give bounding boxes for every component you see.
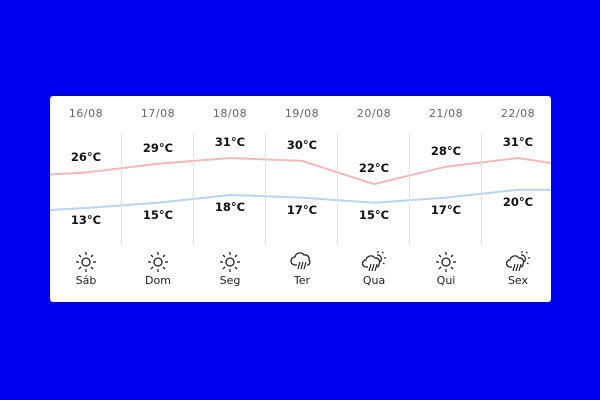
day-column: 21/08 28°C 17°C Qui xyxy=(410,96,482,302)
high-temp-label: 28°C xyxy=(430,143,462,158)
sun-icon xyxy=(74,251,98,273)
weekday-label: Qui xyxy=(436,274,456,287)
low-temp-label: 13°C xyxy=(70,213,102,227)
rain-cloud-icon xyxy=(290,251,314,273)
date-label: 16/08 xyxy=(68,107,104,120)
low-temp-label: 15°C xyxy=(358,207,390,222)
day-column: 19/08 30°C 17°C Ter xyxy=(266,96,338,302)
column-divider xyxy=(193,134,194,246)
high-temp-label: 31°C xyxy=(502,135,534,149)
day-column: 17/08 29°C 15°C Dom xyxy=(122,96,194,302)
low-temp-label: 17°C xyxy=(430,202,462,217)
high-temp-label: 29°C xyxy=(142,140,174,155)
sun-icon xyxy=(434,251,458,273)
low-temp-label: 15°C xyxy=(142,207,174,222)
day-column: 16/08 26°C 13°C Sáb xyxy=(50,96,122,302)
high-temp-label: 31°C xyxy=(214,135,246,149)
column-divider xyxy=(265,134,266,246)
weekday-label: Sex xyxy=(507,274,529,287)
sun-rain-cloud-icon xyxy=(505,251,530,273)
weekday-label: Dom xyxy=(145,274,171,287)
low-temperature-line xyxy=(50,188,551,211)
column-divider xyxy=(409,134,410,246)
date-label: 22/08 xyxy=(500,107,536,120)
date-label: 20/08 xyxy=(356,107,392,120)
column-divider xyxy=(121,134,122,246)
sun-icon xyxy=(218,251,242,273)
temperature-chart xyxy=(50,156,551,211)
day-column: 20/08 22°C 15°C Qua xyxy=(338,96,410,302)
high-temperature-line xyxy=(50,156,551,186)
day-column: 22/08 31°C 20°C Sex xyxy=(482,96,551,302)
date-label: 18/08 xyxy=(212,107,248,120)
high-temp-label: 26°C xyxy=(70,149,102,164)
date-label: 17/08 xyxy=(140,107,176,120)
weekday-label: Ter xyxy=(293,274,311,287)
low-temp-label: 17°C xyxy=(286,202,318,217)
weekday-label: Sáb xyxy=(75,274,97,287)
low-temp-label: 18°C xyxy=(214,200,246,214)
high-temp-label: 22°C xyxy=(358,161,390,176)
column-divider xyxy=(337,134,338,246)
day-column: 18/08 31°C 18°C Seg xyxy=(194,96,266,302)
sun-icon xyxy=(146,251,170,273)
date-label: 21/08 xyxy=(428,107,464,120)
weekday-label: Seg xyxy=(219,274,241,287)
low-temp-label: 20°C xyxy=(502,194,534,209)
weather-forecast-card: 16/08 26°C 13°C Sáb 17/08 29°C 15°C Dom … xyxy=(50,96,551,302)
high-temp-label: 30°C xyxy=(286,137,318,152)
weekday-label: Qua xyxy=(362,274,386,287)
column-divider xyxy=(481,134,482,246)
date-label: 19/08 xyxy=(284,107,320,120)
sun-rain-cloud-icon xyxy=(361,251,386,273)
